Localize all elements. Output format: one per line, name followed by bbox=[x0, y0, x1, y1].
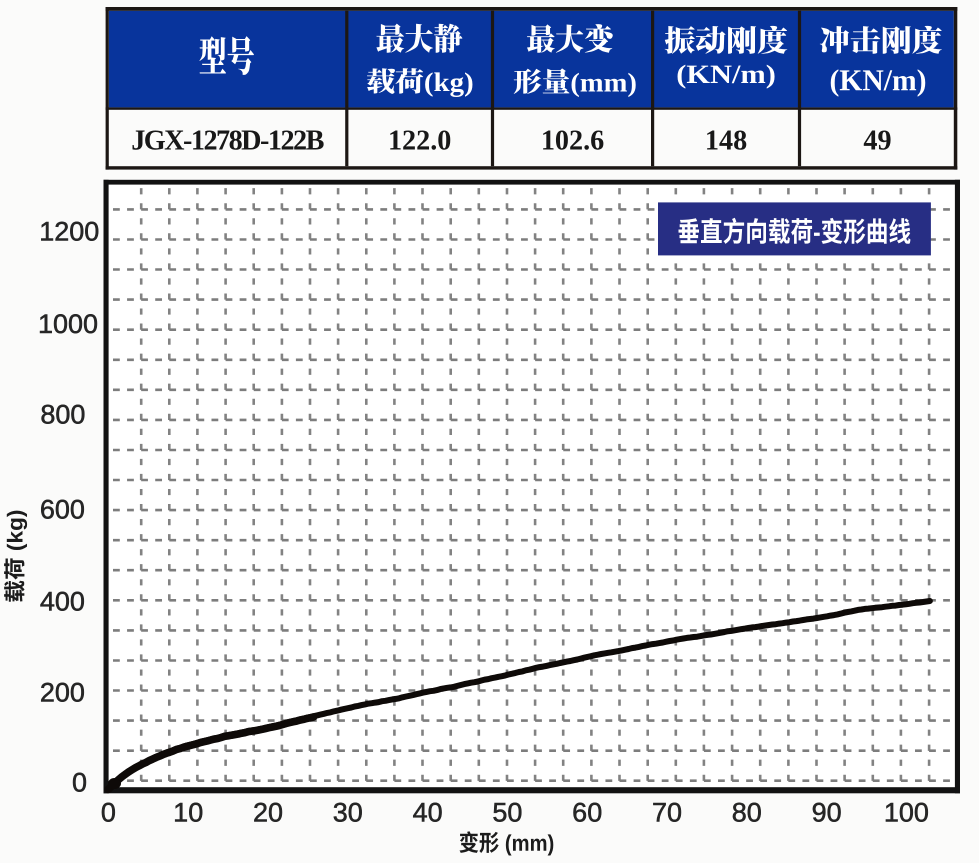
svg-text:JGX-1278D-122B: JGX-1278D-122B bbox=[131, 126, 324, 157]
svg-text:90: 90 bbox=[812, 798, 842, 828]
svg-text:0: 0 bbox=[72, 768, 87, 798]
svg-text:600: 600 bbox=[40, 495, 85, 525]
svg-text:1000: 1000 bbox=[38, 309, 98, 339]
svg-text:400: 400 bbox=[40, 587, 85, 617]
svg-text:70: 70 bbox=[652, 798, 682, 828]
svg-text:1200: 1200 bbox=[39, 216, 99, 246]
svg-text:60: 60 bbox=[572, 798, 602, 828]
svg-text:0: 0 bbox=[101, 798, 116, 828]
svg-text:10: 10 bbox=[173, 798, 203, 828]
svg-text:80: 80 bbox=[732, 798, 762, 828]
svg-text:102.6: 102.6 bbox=[541, 126, 604, 157]
svg-text:50: 50 bbox=[492, 798, 522, 828]
svg-text:148: 148 bbox=[705, 126, 747, 157]
svg-text:200: 200 bbox=[40, 678, 85, 708]
svg-text:100: 100 bbox=[884, 798, 929, 828]
svg-text:20: 20 bbox=[253, 798, 283, 828]
svg-text:49: 49 bbox=[863, 126, 891, 157]
svg-text:800: 800 bbox=[40, 400, 85, 430]
svg-text:122.0: 122.0 bbox=[388, 126, 451, 157]
svg-text:30: 30 bbox=[333, 798, 363, 828]
svg-text:40: 40 bbox=[413, 798, 443, 828]
